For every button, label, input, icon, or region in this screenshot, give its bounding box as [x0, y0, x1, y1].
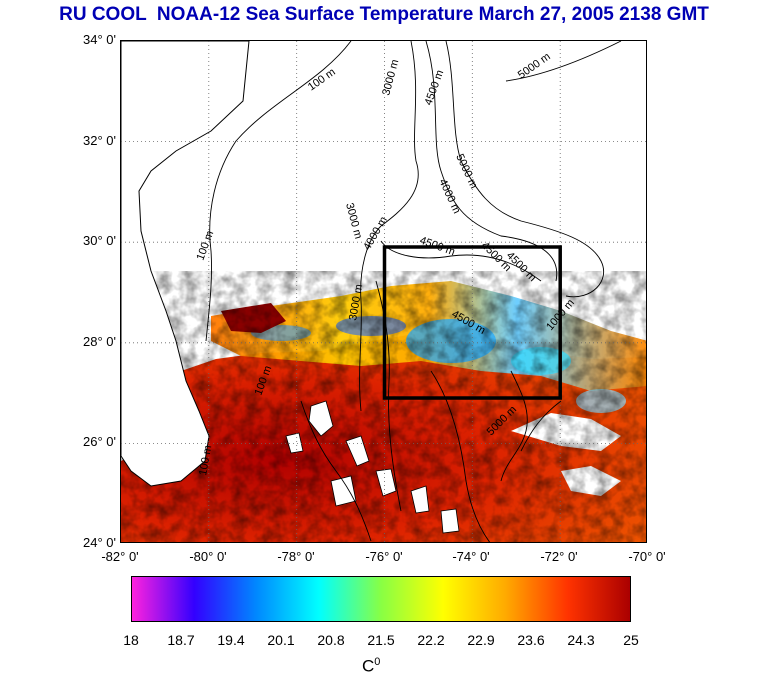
lat-label-30: 30° 0' — [83, 233, 116, 248]
lon-label-74: -74° 0' — [452, 549, 490, 564]
temperature-colorbar — [131, 576, 631, 622]
colorbar-tick: 25 — [623, 632, 639, 648]
bahamas-islands — [285, 400, 460, 534]
colorbar-unit-sup: 0 — [374, 656, 381, 668]
colorbar-tick: 22.9 — [467, 632, 495, 648]
map-title: RU COOL NOAA-12 Sea Surface Temperature … — [59, 4, 709, 25]
lat-label-32: 32° 0' — [83, 133, 116, 148]
colorbar-unit: C0 — [362, 656, 380, 677]
colorbar-tick: 19.4 — [217, 632, 245, 648]
florida-land — [121, 41, 250, 487]
lon-label-70: -70° 0' — [628, 549, 666, 564]
lon-label-72: -72° 0' — [540, 549, 578, 564]
lat-label-28: 28° 0' — [83, 334, 116, 349]
colorbar-tick: 21.5 — [367, 632, 395, 648]
colorbar-tick: 18.7 — [167, 632, 195, 648]
sst-map-canvas[interactable]: 100 m 3000 m 4500 m 5000 m 5000 m 4000 m… — [121, 41, 647, 543]
colorbar-tick: 18 — [123, 632, 139, 648]
study-area-box[interactable] — [382, 245, 562, 400]
colorbar-tick: 22.2 — [417, 632, 445, 648]
lon-label-82: -82° 0' — [101, 549, 139, 564]
lon-label-76: -76° 0' — [365, 549, 403, 564]
colorbar-tick: 24.3 — [567, 632, 595, 648]
lat-label-26: 26° 0' — [83, 434, 116, 449]
lon-label-80: -80° 0' — [189, 549, 227, 564]
colorbar-tick: 23.6 — [517, 632, 545, 648]
colorbar-tick: 20.1 — [267, 632, 295, 648]
lat-label-24: 24° 0' — [83, 535, 116, 550]
lat-label-34: 34° 0' — [83, 32, 116, 47]
contour-label: 100 m — [197, 444, 214, 476]
sst-map[interactable]: 100 m 3000 m 4500 m 5000 m 5000 m 4000 m… — [120, 40, 647, 543]
colorbar-unit-base: C — [362, 656, 375, 676]
bathymetry-contours — [205, 41, 622, 542]
lon-label-78: -78° 0' — [277, 549, 315, 564]
colorbar-tick: 20.8 — [317, 632, 345, 648]
